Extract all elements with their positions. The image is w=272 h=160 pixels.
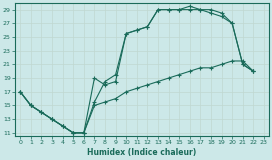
X-axis label: Humidex (Indice chaleur): Humidex (Indice chaleur) <box>88 148 197 157</box>
